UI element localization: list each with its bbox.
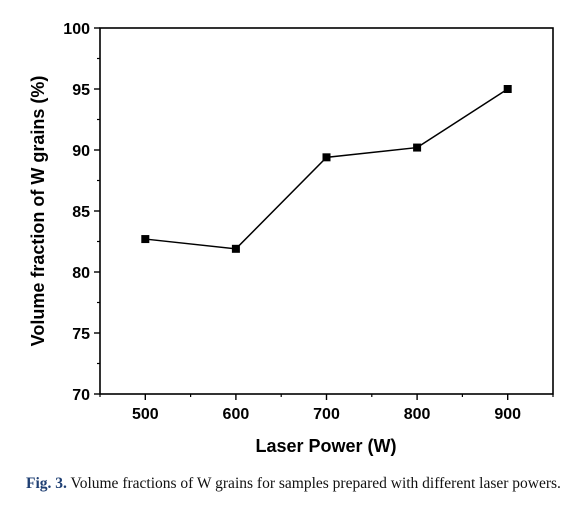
y-tick-label: 75 (72, 326, 90, 343)
data-point-marker (503, 85, 512, 93)
x-tick-label: 900 (494, 406, 521, 423)
data-point-marker (231, 244, 240, 253)
x-tick-label: 600 (223, 406, 250, 423)
plot-frame (99, 27, 554, 395)
x-tick-label: 700 (313, 406, 340, 423)
x-tick-label: 800 (404, 406, 431, 423)
series-line (145, 88, 509, 250)
y-tick-label: 70 (72, 387, 90, 404)
y-tick-label: 90 (72, 143, 90, 160)
x-tick-label: 500 (132, 406, 159, 423)
figure-caption: Fig. 3. Volume fractions of W grains for… (26, 474, 562, 494)
data-point-marker (141, 235, 150, 244)
y-tick-label: 100 (63, 21, 90, 38)
y-tick-label: 95 (72, 82, 90, 99)
caption-text: Volume fractions of W grains for samples… (66, 475, 561, 492)
data-series (141, 85, 512, 253)
figure-label: Fig. 3. (26, 475, 67, 492)
x-axis-title: Laser Power (W) (255, 436, 396, 456)
y-axis-ticks: 70 75 80 85 90 95 100 (63, 21, 100, 404)
y-axis-title: Volume fraction of W grains (%) (28, 76, 48, 347)
y-tick-label: 80 (72, 265, 90, 282)
y-tick-label: 85 (72, 204, 90, 221)
data-point-marker (413, 143, 422, 152)
line-chart: 500 600 700 800 900 70 75 80 85 90 95 100 Laser Po… (28, 21, 554, 456)
x-axis-ticks: 500 600 700 800 900 (99, 394, 554, 423)
data-point-marker (322, 153, 331, 162)
